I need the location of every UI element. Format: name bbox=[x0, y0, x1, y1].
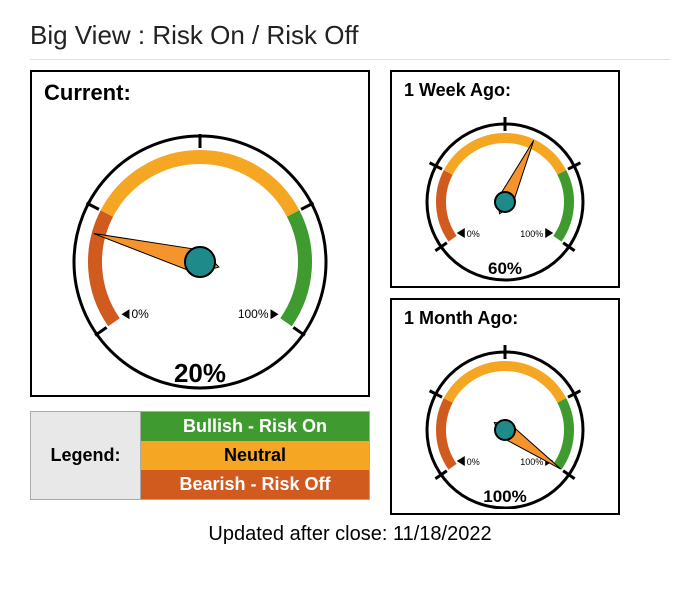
svg-text:100%: 100% bbox=[520, 456, 543, 466]
right-column: 1 Week Ago: 0% 100% 60% 1 Month Ago: 0% 100… bbox=[390, 70, 620, 515]
svg-text:100%: 100% bbox=[483, 487, 526, 506]
svg-text:0%: 0% bbox=[467, 456, 480, 466]
legend-table: Legend: Bullish - Risk On Neutral Bearis… bbox=[30, 411, 370, 500]
legend-rows: Bullish - Risk On Neutral Bearish - Risk… bbox=[141, 412, 369, 499]
gauge-week: 0% 100% 60% bbox=[404, 101, 606, 282]
legend-row-bearish: Bearish - Risk Off bbox=[141, 470, 369, 499]
svg-text:100%: 100% bbox=[238, 307, 269, 321]
gauge-month: 0% 100% 100% bbox=[404, 329, 606, 510]
left-column: Current: 0% 100% 20% Legend: Bullish - Ris… bbox=[30, 70, 370, 515]
page-title: Big View : Risk On / Risk Off bbox=[30, 20, 670, 51]
legend-label: Legend: bbox=[31, 412, 141, 499]
gauge-current: 0% 100% 20% bbox=[44, 106, 356, 391]
svg-text:0%: 0% bbox=[131, 307, 149, 321]
gauge-current-title: Current: bbox=[44, 80, 356, 106]
svg-text:20%: 20% bbox=[174, 358, 226, 388]
content-area: Current: 0% 100% 20% Legend: Bullish - Ris… bbox=[30, 70, 670, 515]
legend-row-bullish: Bullish - Risk On bbox=[141, 412, 369, 441]
divider bbox=[30, 59, 670, 60]
gauge-week-box: 1 Week Ago: 0% 100% 60% bbox=[390, 70, 620, 288]
legend-row-neutral: Neutral bbox=[141, 441, 369, 470]
svg-text:60%: 60% bbox=[488, 259, 522, 278]
gauge-month-title: 1 Month Ago: bbox=[404, 308, 606, 329]
footer-prefix: Updated after close: bbox=[208, 523, 393, 545]
gauge-current-box: Current: 0% 100% 20% bbox=[30, 70, 370, 397]
svg-text:0%: 0% bbox=[467, 229, 480, 239]
footer: Updated after close: 11/18/2022 bbox=[30, 523, 670, 546]
gauge-week-title: 1 Week Ago: bbox=[404, 80, 606, 101]
footer-date: 11/18/2022 bbox=[393, 523, 492, 545]
svg-text:100%: 100% bbox=[520, 229, 543, 239]
gauge-month-box: 1 Month Ago: 0% 100% 100% bbox=[390, 298, 620, 516]
